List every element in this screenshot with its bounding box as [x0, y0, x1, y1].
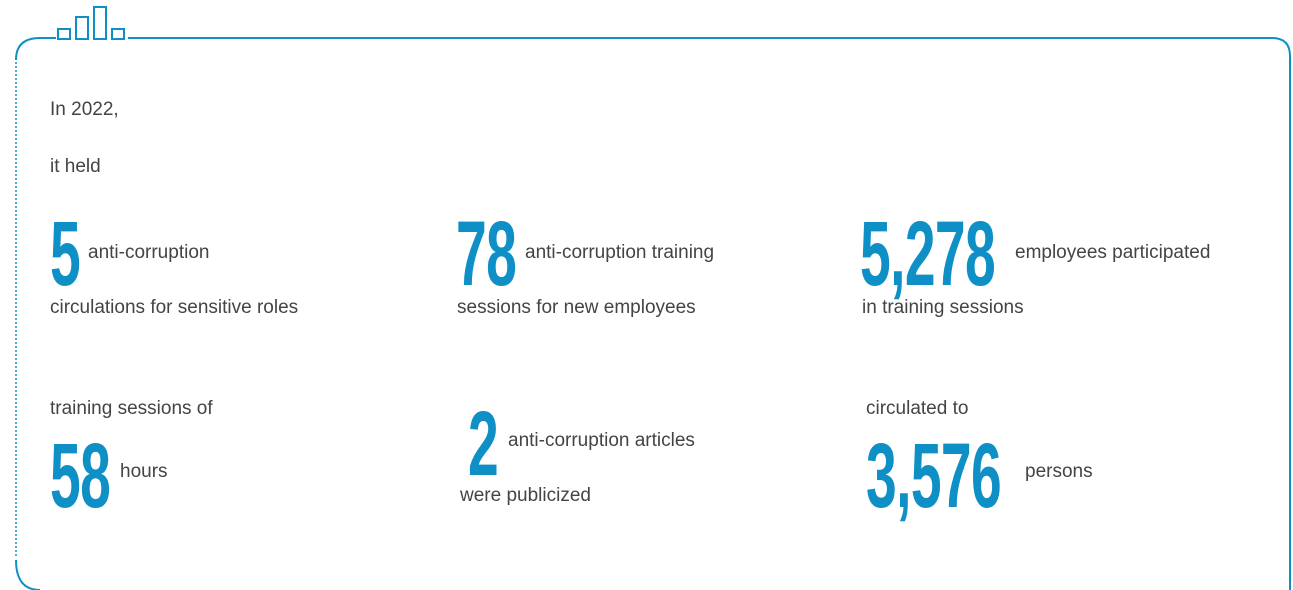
intro-text: In 2022, [50, 99, 119, 120]
stat-text: persons [1025, 461, 1093, 482]
stat-text: in training sessions [862, 297, 1024, 318]
stat-number: 5,278 [860, 203, 996, 305]
stat-text: anti-corruption articles [508, 430, 695, 451]
stat-number: 5 [50, 203, 81, 305]
stat-text: employees participated [1015, 242, 1211, 263]
stat-text: training sessions of [50, 398, 213, 419]
stat-text: circulated to [866, 398, 969, 419]
stat-number: 2 [468, 393, 499, 495]
icon-bar [57, 28, 71, 40]
stat-number: 78 [456, 203, 517, 305]
stat-text: circulations for sensitive roles [50, 297, 299, 318]
intro-text: it held [50, 156, 101, 177]
stat-text: sessions for new employees [457, 297, 696, 318]
frame-bottom-corner [15, 559, 41, 590]
stat-number: 58 [50, 425, 111, 527]
icon-bar [75, 16, 89, 40]
stat-text: were publicized [460, 485, 591, 506]
frame-corner [15, 37, 56, 61]
stat-text: anti-corruption training [525, 242, 715, 263]
icon-bar [93, 6, 107, 40]
stat-number: 3,576 [866, 425, 1002, 527]
icon-bar [111, 28, 125, 40]
stat-text: anti-corruption [88, 242, 210, 263]
frame-top [128, 37, 1291, 590]
stat-text: hours [120, 461, 168, 482]
